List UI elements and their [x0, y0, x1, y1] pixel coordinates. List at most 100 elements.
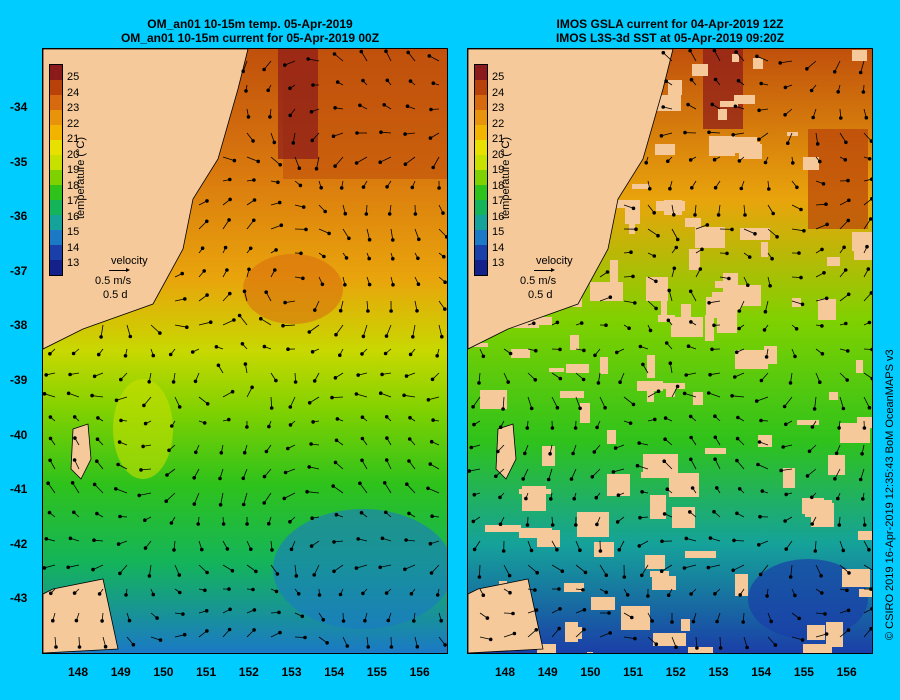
current-arrow-head — [66, 565, 71, 570]
colorbar-tick-label: 19 — [492, 164, 505, 176]
current-arrow-head — [254, 569, 258, 574]
current-arrow-head — [604, 590, 609, 595]
current-arrow-head — [664, 79, 668, 84]
current-arrow-head — [204, 608, 209, 613]
current-arrow-head — [274, 589, 279, 594]
current-arrow-head — [529, 548, 534, 553]
current-arrow-head — [469, 445, 474, 450]
current-arrow-head — [262, 344, 267, 349]
current-arrow — [284, 60, 296, 66]
current-arrow — [663, 460, 673, 470]
cloud-mask-patch — [577, 512, 609, 537]
left-colorbar — [49, 64, 63, 276]
cloud-mask-patch — [614, 200, 627, 208]
current-arrow-head — [731, 568, 736, 573]
current-arrow — [198, 396, 208, 405]
current-arrow — [44, 393, 56, 398]
current-arrow — [222, 319, 235, 326]
cloud-mask-patch — [695, 227, 725, 248]
current-arrow — [551, 628, 560, 638]
current-arrow-head — [665, 487, 670, 492]
current-arrow — [551, 396, 558, 408]
current-arrow — [671, 228, 679, 240]
current-arrow-head — [288, 113, 293, 118]
current-arrow-head — [841, 406, 846, 411]
right-velocity-arrow-icon — [534, 268, 555, 272]
current-arrow — [671, 636, 677, 648]
current-arrow-head — [755, 54, 759, 59]
current-arrow-head — [378, 391, 383, 396]
current-arrow-head — [732, 375, 737, 379]
cloud-mask-patch — [566, 364, 589, 373]
current-arrow-head — [48, 415, 53, 419]
current-arrow-head — [219, 450, 224, 455]
current-arrow-head — [824, 632, 829, 636]
current-arrow — [270, 564, 278, 575]
current-arrow-head — [615, 350, 619, 355]
cloud-mask-patch — [717, 310, 737, 333]
current-arrow — [815, 132, 819, 144]
current-arrow-head — [682, 566, 687, 570]
current-arrow-head — [713, 77, 718, 82]
colorbar-tick-label: 24 — [492, 86, 505, 99]
current-arrow-head — [360, 436, 365, 441]
current-arrow-head — [185, 325, 189, 330]
current-arrow-head — [689, 77, 694, 82]
current-arrow-head — [524, 496, 528, 501]
cloud-mask-patch — [570, 335, 579, 350]
current-arrow-head — [114, 486, 118, 491]
cloud-mask-patch — [564, 583, 584, 592]
current-arrow — [767, 636, 776, 646]
current-arrow-head — [745, 645, 749, 650]
current-arrow — [438, 324, 443, 337]
longitude-tick-label: 156 — [409, 665, 430, 679]
current-arrow — [503, 564, 510, 576]
current-arrow-head — [738, 593, 743, 597]
current-arrow-head — [869, 291, 872, 295]
current-arrow — [149, 564, 152, 576]
current-arrow-head — [223, 245, 228, 250]
current-arrow-head — [312, 573, 317, 577]
current-arrow — [404, 564, 416, 570]
current-arrow-head — [800, 638, 805, 642]
current-arrow-head — [558, 376, 563, 381]
current-arrow-head — [618, 380, 622, 385]
current-arrow-head — [242, 289, 247, 294]
current-arrow — [222, 219, 230, 230]
current-arrow-head — [416, 237, 421, 242]
current-arrow-head — [637, 544, 642, 548]
current-arrow-head — [754, 399, 759, 403]
longitude-tick-label: 148 — [495, 665, 516, 679]
current-arrow — [709, 300, 721, 304]
current-arrow-head — [386, 618, 391, 623]
current-arrow-head — [471, 404, 475, 409]
current-arrow-head — [498, 425, 503, 430]
current-arrow-head — [72, 591, 77, 595]
current-arrow-head — [331, 134, 336, 138]
cloud-mask-patch — [807, 625, 825, 640]
current-arrow-head — [46, 481, 50, 486]
current-arrow — [548, 468, 553, 480]
current-arrow-head — [571, 451, 575, 456]
current-arrow-head — [183, 297, 187, 301]
current-arrow-head — [361, 78, 365, 83]
current-arrow-head — [364, 212, 369, 216]
current-arrow-head — [734, 50, 738, 54]
current-arrow-head — [90, 393, 94, 398]
current-arrow-head — [781, 445, 786, 449]
current-arrow-head — [713, 591, 717, 596]
current-arrow — [360, 51, 368, 62]
current-arrow-head — [355, 131, 359, 135]
current-arrow-head — [783, 422, 788, 427]
current-arrow-head — [858, 477, 863, 482]
current-arrow — [427, 487, 440, 494]
current-arrow — [68, 564, 80, 568]
current-arrow-head — [192, 475, 197, 480]
current-arrow-head — [444, 235, 447, 239]
current-arrow-head — [689, 435, 693, 440]
current-arrow — [100, 324, 104, 337]
current-arrow — [767, 228, 778, 238]
current-arrow-head — [319, 185, 324, 190]
current-arrow-head — [343, 283, 347, 287]
current-arrow-head — [819, 591, 824, 595]
